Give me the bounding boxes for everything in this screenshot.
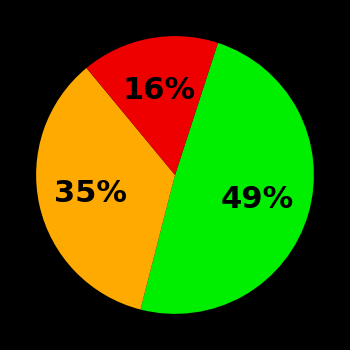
Wedge shape xyxy=(36,68,175,309)
Text: 49%: 49% xyxy=(221,184,294,214)
Wedge shape xyxy=(140,43,314,314)
Wedge shape xyxy=(86,36,218,175)
Text: 35%: 35% xyxy=(55,179,127,208)
Text: 16%: 16% xyxy=(122,76,195,105)
